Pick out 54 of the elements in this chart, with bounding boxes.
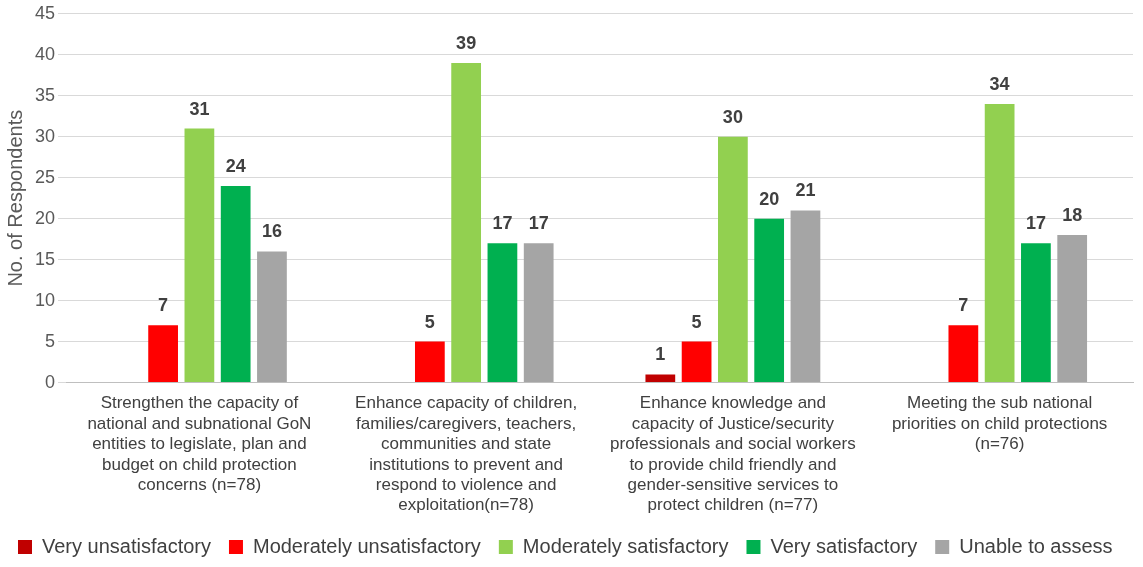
bar (718, 136, 748, 383)
y-tick-label: 25 (34, 166, 56, 187)
bar (1021, 243, 1051, 383)
data-label: 18 (1062, 205, 1083, 226)
data-label: 17 (528, 213, 549, 234)
data-label: 20 (759, 188, 780, 209)
bar (487, 243, 518, 383)
bar (184, 128, 215, 383)
y-tick-label: 5 (45, 330, 56, 351)
legend-label: Moderately satisfactory (522, 534, 729, 557)
y-tick-label: 35 (34, 84, 56, 105)
legend-label: Unable to assess (959, 534, 1113, 557)
y-tick-label: 20 (34, 207, 56, 228)
y-tick-label: 40 (34, 43, 56, 64)
bar (790, 210, 821, 383)
bar (754, 218, 785, 383)
y-tick-label: 10 (34, 289, 56, 310)
data-label: 17 (492, 213, 513, 234)
bar (414, 341, 445, 383)
data-label: 17 (1025, 213, 1046, 234)
data-label: 7 (958, 295, 969, 316)
data-label: 5 (691, 311, 702, 332)
x-tick-label: Strengthen the capacity of national and subnational GoN entities to legislate, plan and budget on child protection concerns (n=78) (87, 393, 312, 495)
data-label: 21 (795, 180, 816, 201)
bar (523, 243, 554, 383)
y-tick-label: 0 (45, 371, 56, 392)
bar (1057, 235, 1088, 383)
legend-label: Moderately unsatisfactory (252, 534, 481, 557)
data-label: 1 (655, 344, 666, 365)
data-label: 30 (722, 106, 743, 127)
data-label: 24 (225, 155, 246, 176)
data-label: 7 (158, 295, 169, 316)
data-label: 34 (989, 73, 1010, 94)
bar (984, 103, 1015, 383)
bar (948, 325, 979, 383)
legend-label: Very satisfactory (770, 534, 918, 557)
data-label: 39 (456, 32, 477, 53)
y-axis-title: No. of Respondents (3, 109, 26, 287)
bar (645, 374, 676, 383)
x-tick-label: Enhance capacity of children, families/caregivers, teachers, communities and state institutions to prevent and respond to violence and exploitation(n=78) (355, 393, 578, 515)
bar (681, 341, 712, 383)
x-tick-label: Meeting the sub national priorities on child protections (n=76) (891, 393, 1108, 454)
bar (451, 62, 482, 383)
y-tick-label: 30 (34, 125, 56, 146)
y-tick-label: 15 (34, 248, 56, 269)
x-tick-label: Enhance knowledge and capacity of Justice/security professionals and social workers to provide child friendly and gender-sensitive services to protect children (n=77) (610, 393, 856, 515)
bar (220, 185, 251, 383)
legend-label: Very unsatisfactory (42, 534, 211, 557)
bar (148, 325, 178, 383)
y-tick-label: 45 (34, 2, 56, 23)
data-label: 5 (424, 311, 435, 332)
data-label: 16 (261, 221, 282, 242)
bar (257, 251, 287, 383)
data-label: 31 (189, 98, 210, 119)
